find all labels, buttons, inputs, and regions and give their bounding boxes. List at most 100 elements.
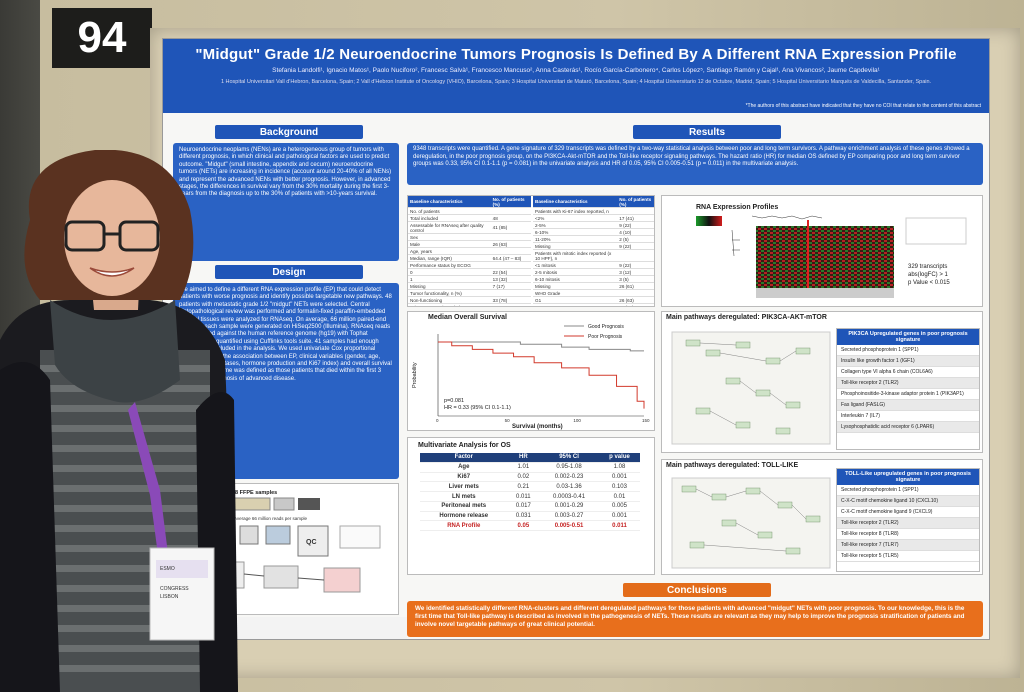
pathway-1-list-head: PIK3CA Upregulated genes in poor prognos… xyxy=(837,329,979,345)
table-cell: 0.011 xyxy=(598,520,640,532)
badge-line-2: CONGRESS xyxy=(160,586,189,592)
table-cell: 0.03-1.36 xyxy=(539,481,599,493)
table-row: G1 26 (63) xyxy=(533,296,654,304)
table-cell xyxy=(617,207,654,215)
table-row: Performance status by ECOG xyxy=(408,261,531,269)
rna-note-1: 329 transcripts xyxy=(908,264,947,270)
pathway-1-panel: Main pathways deregulated: PIK3CA-AKT-mT… xyxy=(661,311,983,453)
table-cell: Non-functioning xyxy=(408,296,491,304)
gene-item: Secreted phosphoprotein 1 (SPP1) xyxy=(837,485,979,496)
table-cell: Median, range (IQR) xyxy=(408,254,491,262)
table-cell xyxy=(490,261,531,269)
table-cell: WHO Grade xyxy=(533,289,618,297)
gene-item: Toll-like receptor 8 (TLR8) xyxy=(837,529,979,540)
workflow-reads-label: Average 66 million reads per sample xyxy=(234,516,307,521)
gene-item: C-X-C motif chemokine ligand 9 (CXCL9) xyxy=(837,507,979,518)
table-row: Total included 48 xyxy=(408,214,531,222)
table-cell: 2-5% xyxy=(533,221,618,229)
table-cell: LN mets xyxy=(420,491,508,502)
gene-item: Secreted phosphoprotein 1 (SPP1) xyxy=(837,345,979,356)
table-cell: 6-10% xyxy=(533,228,618,236)
table-row: <2% 17 (41) xyxy=(533,214,654,222)
table-cell: 0.0003-0.41 xyxy=(539,491,599,502)
table-cell: 0.001 xyxy=(598,472,640,483)
survival-ylabel: Probability xyxy=(412,362,418,388)
table-header: p value xyxy=(598,453,640,463)
table-cell: 9 (22) xyxy=(617,261,654,269)
table-cell: G1 xyxy=(533,296,618,304)
badge-line-3: LISBON xyxy=(160,594,179,600)
results-heading: Results xyxy=(633,125,781,139)
pathway-1-title: Main pathways deregulated: PIK3CA-AKT-mT… xyxy=(666,314,827,321)
baseline-table-2: Baseline characteristics No. of patients … xyxy=(533,196,654,306)
table-cell: 0.01 xyxy=(598,491,640,502)
multivariate-title: Multivariate Analysis for OS xyxy=(418,442,511,449)
gene-item: Fas ligand (FASLG) xyxy=(837,400,979,411)
table-cell: Ki67 xyxy=(420,472,508,483)
table-cell xyxy=(490,289,531,297)
table-row: 11-20% 2 (5) xyxy=(533,235,654,243)
table-cell: Tumor functionality, n (%) xyxy=(408,289,491,297)
gene-item: Toll-like receptor 2 (TLR2) xyxy=(837,518,979,529)
glasses-icon xyxy=(64,220,160,252)
rna-note-3: p Value < 0.015 xyxy=(908,280,950,286)
table-cell: 0.001 xyxy=(598,511,640,522)
table-cell: Assessable for RNAseq after quality cont… xyxy=(408,221,491,234)
pathway-2-diagram xyxy=(671,477,831,569)
survival-title: Median Overall Survival xyxy=(428,314,507,321)
table-row: Tumor functionality, n (%) xyxy=(408,289,531,297)
table-row: 0 22 (54) xyxy=(408,268,531,276)
table-cell: 26 (63) xyxy=(617,296,654,304)
table-cell: 33 (78) xyxy=(490,296,531,304)
table-cell: 41 (85) xyxy=(490,221,531,234)
booth-number: 94 xyxy=(52,8,152,68)
baseline-table-1: Baseline characteristics No. of patients … xyxy=(408,196,531,306)
table-row: Peritoneal mets 0.017 0.001-0.29 0.005 xyxy=(420,501,640,512)
table-row: Male 26 (63) xyxy=(408,240,531,248)
table-cell xyxy=(490,247,531,255)
table-cell xyxy=(490,303,531,306)
table-row: Liver mets 0.21 0.03-1.36 0.103 xyxy=(420,481,640,493)
table-cell: 3 (12) xyxy=(617,268,654,276)
gene-item: Lysophosphatidic acid receptor 6 (LPAR6) xyxy=(837,422,979,433)
table-cell: Age, years xyxy=(408,247,491,255)
table-row: RNA Profile 0.05 0.005-0.51 0.011 xyxy=(420,520,640,532)
gene-item: Insulin like growth factor 1 (IGF1) xyxy=(837,356,979,367)
presenter-scarf xyxy=(50,300,180,403)
gene-item: Toll-like receptor 5 (TLR5) xyxy=(837,551,979,562)
table-row: Missing 7 (17) xyxy=(408,282,531,290)
conclusions-text: We identified statistically different RN… xyxy=(407,601,983,637)
table-cell: 3 (5) xyxy=(617,275,654,283)
table-cell: 0.21 xyxy=(507,481,540,493)
table-cell xyxy=(617,249,654,262)
table-cell: Missing xyxy=(408,282,491,290)
table-cell: 1.01 xyxy=(507,462,540,473)
table-cell: Patients with Ki-67 index reported, n xyxy=(533,207,618,215)
table-row: Primary tumor site, n (%) xyxy=(408,303,531,306)
table-row: Age 1.01 0.95-1.08 1.08 xyxy=(420,462,640,473)
table-cell: 2 (5) xyxy=(617,235,654,243)
table-cell: 22 (54) xyxy=(490,268,531,276)
survival-good-curve xyxy=(438,341,644,352)
table-cell: Sex xyxy=(408,233,491,241)
poster-affiliations: 1 Hospital Universitari Vall d'Hebron, B… xyxy=(220,79,932,85)
gene-item: C-X-C motif chemokine ligand 10 (CXCL10) xyxy=(837,496,979,507)
poster-authors: Stefania Landolfi¹, Ignacio Matos¹, Paol… xyxy=(272,67,880,74)
survival-chart: Probability Survival (months) Good Progn… xyxy=(412,324,650,430)
table-cell: 6-10 mitosis xyxy=(533,275,618,283)
survival-xtick: 0 xyxy=(436,418,439,423)
table-row: 6-10 mitosis 3 (5) xyxy=(533,275,654,283)
table-row: Missing 9 (22) xyxy=(533,242,654,250)
table-cell: 0.017 xyxy=(507,501,540,512)
rna-note-2: abs(logFC) > 1 xyxy=(908,272,949,278)
name-badge: ESMO CONGRESS LISBON xyxy=(149,547,215,641)
table-cell: 9 (22) xyxy=(617,242,654,250)
background-text: Neuroendocrine neoplams (NENs) are a het… xyxy=(173,143,399,261)
survival-xtick: 100 xyxy=(573,418,581,423)
table-cell: Peritoneal mets xyxy=(420,501,508,512)
table-row: Ki67 0.02 0.002-0.23 0.001 xyxy=(420,472,640,483)
table-cell: Hormone release xyxy=(420,511,508,522)
survival-legend-good: Good Prognosis xyxy=(588,324,624,330)
pathway-2-list-head: TOLL-Like upregulated genes in poor prog… xyxy=(837,469,979,485)
table-header: No. of patients (%) xyxy=(617,196,654,208)
